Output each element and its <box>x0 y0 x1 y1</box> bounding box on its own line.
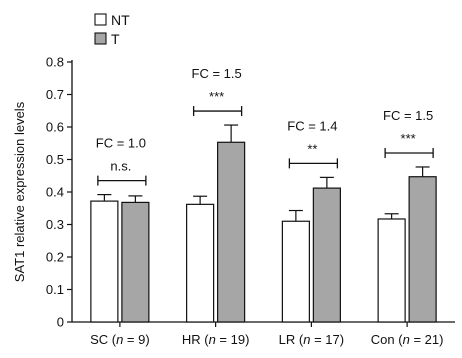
category-suffix: = 19) <box>216 332 250 347</box>
fold-change-label: FC = 1.4 <box>287 118 337 133</box>
y-tick-label: 0.6 <box>46 120 64 135</box>
x-category-label: SC (n = 9) <box>90 332 150 347</box>
fold-change-label: FC = 1.5 <box>383 108 433 123</box>
bar-nt <box>281 220 310 323</box>
category-n: n <box>403 332 410 347</box>
category-prefix: LR ( <box>279 332 304 347</box>
significance-label: *** <box>209 89 224 104</box>
y-tick-label: 0 <box>57 315 64 330</box>
significance-label: n.s. <box>110 159 131 174</box>
bar-t <box>217 141 246 323</box>
category-n: n <box>303 332 310 347</box>
significance-label: ** <box>307 141 317 156</box>
fold-change-label: FC = 1.0 <box>96 136 146 151</box>
bar-nt <box>90 200 119 323</box>
y-tick-label: 0.5 <box>46 152 64 167</box>
x-category-label: HR (n = 19) <box>182 332 250 347</box>
category-suffix: = 17) <box>310 332 344 347</box>
y-tick-label: 0.1 <box>46 282 64 297</box>
significance-label: *** <box>401 131 416 146</box>
category-prefix: Con ( <box>371 332 403 347</box>
bar-t <box>121 201 150 323</box>
x-category-label: LR (n = 17) <box>279 332 344 347</box>
x-category-label: Con (n = 21) <box>371 332 444 347</box>
category-suffix: = 9) <box>123 332 149 347</box>
category-suffix: = 21) <box>410 332 444 347</box>
legend-swatch-nt <box>94 13 107 26</box>
category-prefix: HR ( <box>182 332 209 347</box>
category-prefix: SC ( <box>90 332 117 347</box>
y-tick-label: 0.8 <box>46 55 64 70</box>
y-axis-title: SAT1 relative expression levels <box>12 101 27 282</box>
bar-nt <box>377 218 406 323</box>
y-tick-label: 0.4 <box>46 185 64 200</box>
legend-label-nt: NT <box>111 12 130 28</box>
category-n: n <box>209 332 216 347</box>
y-tick-label: 0.3 <box>46 217 64 232</box>
category-n: n <box>116 332 123 347</box>
bar-t <box>312 187 341 323</box>
bar-nt <box>186 203 215 323</box>
legend-label-t: T <box>111 31 120 47</box>
y-tick-label: 0.7 <box>46 87 64 102</box>
fold-change-label: FC = 1.5 <box>192 66 242 81</box>
bar-t <box>408 176 437 323</box>
y-tick-label: 0.2 <box>46 250 64 265</box>
legend-swatch-t <box>94 32 107 45</box>
